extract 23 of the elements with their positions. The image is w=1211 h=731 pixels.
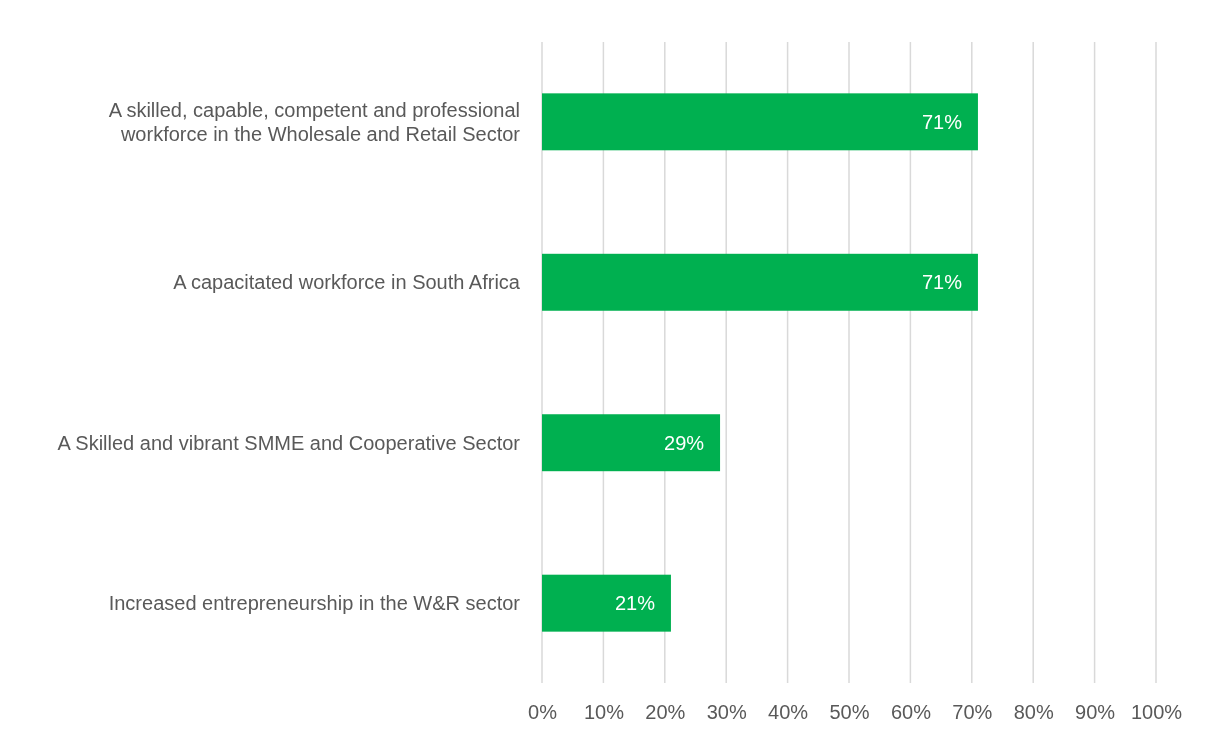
y-tick-label: A capacitated workforce in South Africa bbox=[173, 271, 521, 294]
y-tick-label: A skilled, capable, competent and professional workforce in the Wholesale and Retail Sector bbox=[108, 98, 521, 145]
bar bbox=[542, 414, 721, 472]
y-tick-label: A Skilled and vibrant SMME and Cooperative Sector bbox=[57, 431, 521, 454]
x-tick-label: 30% bbox=[706, 701, 747, 724]
x-tick-label: 0% bbox=[528, 701, 558, 724]
x-tick-label: 60% bbox=[890, 701, 932, 724]
bar bbox=[542, 93, 978, 151]
x-tick-label: 40% bbox=[768, 701, 809, 724]
y-tick-label: Increased entrepreneurship in the W&R sector bbox=[108, 592, 521, 615]
x-tick-label: 100% bbox=[1130, 701, 1183, 724]
bar bbox=[542, 574, 671, 632]
x-tick-label: 50% bbox=[829, 701, 870, 724]
x-tick-label: 10% bbox=[583, 701, 625, 724]
x-tick-label: 90% bbox=[1075, 701, 1116, 724]
x-tick-label: 20% bbox=[645, 701, 686, 724]
data-label: 29% bbox=[664, 431, 705, 454]
x-tick-label: 80% bbox=[1013, 701, 1054, 724]
data-label: 71% bbox=[921, 110, 963, 133]
data-label: 21% bbox=[614, 592, 656, 615]
x-tick-label: 70% bbox=[952, 701, 993, 724]
data-label: 71% bbox=[921, 271, 963, 294]
bar bbox=[542, 253, 978, 311]
